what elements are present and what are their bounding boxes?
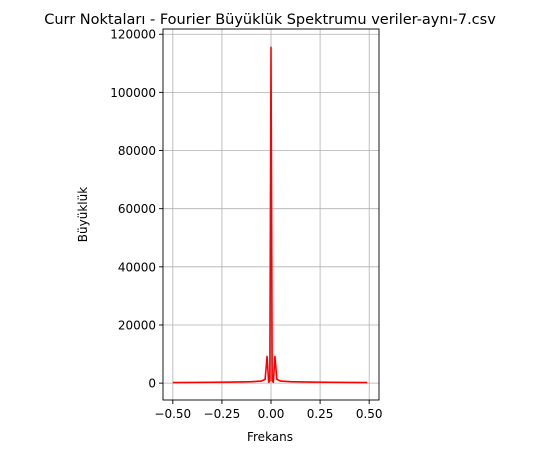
y-tick-label: 60000: [118, 202, 156, 216]
x-tick-label: 0.50: [356, 407, 383, 421]
y-tick-label: 80000: [118, 144, 156, 158]
y-tick-label: 20000: [118, 318, 156, 332]
x-tick-label: 0.25: [307, 407, 334, 421]
plot-frame: [162, 28, 380, 401]
series-line-0: [172, 46, 368, 384]
chart-title: Curr Noktaları - Fourier Büyüklük Spektr…: [44, 12, 496, 28]
x-tick-label: −0.25: [204, 407, 241, 421]
x-tick-label: 0.00: [258, 407, 285, 421]
y-tick-label: 120000: [110, 28, 156, 42]
y-axis-ticks: 0 20000 40000 60000 80000 100000 120000: [110, 28, 163, 391]
y-tick-label: 100000: [110, 86, 156, 100]
y-tick-label: 0: [148, 377, 156, 391]
x-tick-label: −0.50: [154, 407, 191, 421]
series-group: [172, 46, 368, 384]
x-axis-ticks: −0.50 −0.25 0.00 0.25 0.50: [154, 400, 383, 421]
y-axis-label: Büyüklük: [76, 187, 90, 242]
y-tick-label: 40000: [118, 260, 156, 274]
x-axis-label: Frekans: [247, 430, 293, 444]
